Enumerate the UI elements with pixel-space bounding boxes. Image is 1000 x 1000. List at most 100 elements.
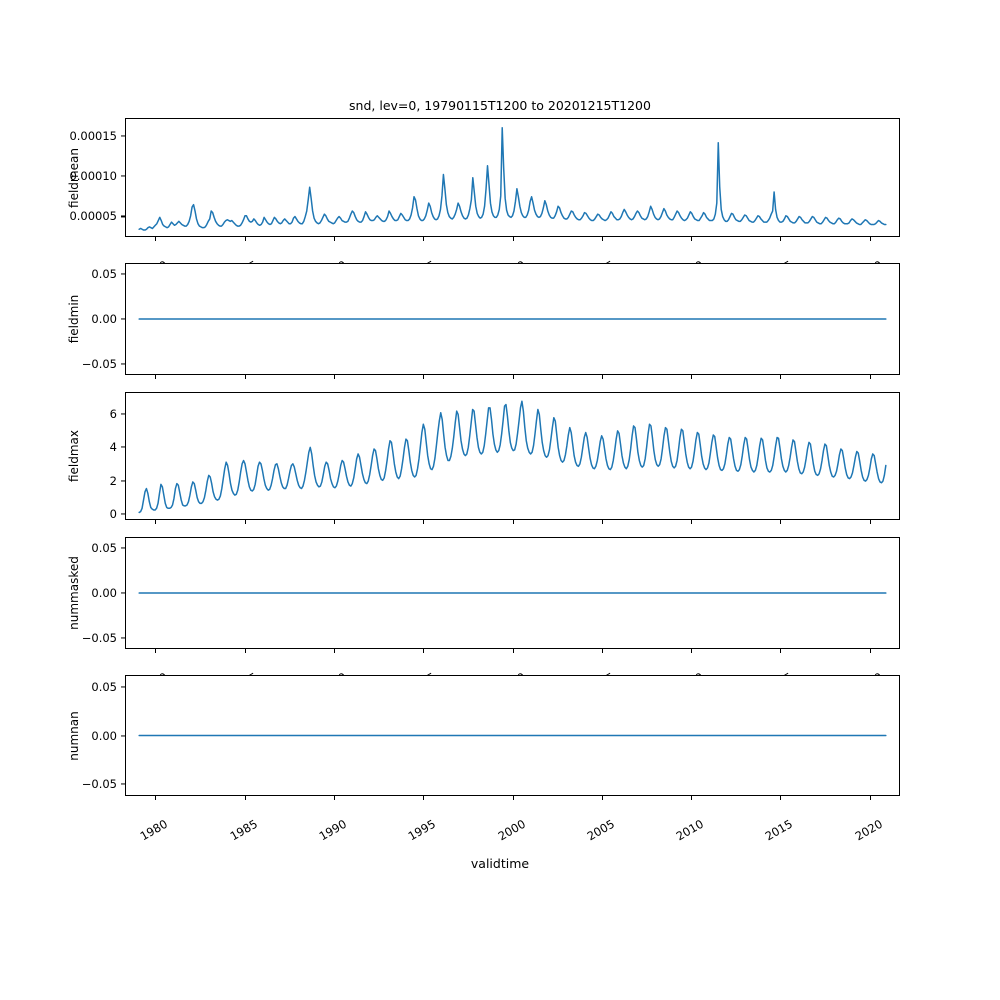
- y-axis-label-fieldmin: fieldmin: [67, 294, 82, 344]
- x-tick-mark: [244, 649, 246, 653]
- x-axis-label: validtime: [470, 856, 530, 871]
- axes-frame: [125, 537, 900, 649]
- x-tick-mark: [244, 237, 246, 241]
- panel-fieldmin: −0.050.000.05fieldmin1980198519901995200…: [67, 263, 900, 422]
- x-tick-mark: [869, 520, 871, 524]
- x-tick-mark: [333, 375, 336, 379]
- y-tick-label: 6: [109, 406, 117, 421]
- x-tick-mark: [780, 520, 782, 524]
- y-tick-mark: [121, 480, 125, 482]
- x-tick-mark: [869, 796, 871, 800]
- x-tick-mark: [244, 375, 246, 379]
- x-tick-mark: [869, 375, 871, 379]
- x-tick-mark: [869, 649, 871, 653]
- axes-frame: [125, 392, 900, 520]
- x-tick-mark: [333, 237, 336, 241]
- x-tick-label: 2010: [673, 816, 706, 844]
- x-tick-label: 1990: [316, 816, 349, 844]
- x-tick-mark: [512, 375, 514, 379]
- y-tick-label: −0.05: [81, 631, 117, 646]
- x-tick-mark: [333, 649, 336, 653]
- y-tick-mark: [121, 513, 125, 515]
- y-tick-label: 2: [109, 473, 117, 488]
- x-tick-mark: [780, 649, 782, 653]
- x-tick-label: 1995: [405, 816, 439, 844]
- y-tick-label: 0.05: [91, 266, 117, 281]
- y-tick-mark: [121, 413, 125, 415]
- axes-frame: [125, 263, 900, 375]
- y-tick-label: 0.00: [91, 586, 117, 600]
- x-tick-mark: [423, 375, 425, 379]
- x-tick-mark: [780, 796, 782, 800]
- y-tick-label: 0.00015: [69, 128, 117, 143]
- x-tick-mark: [691, 520, 693, 524]
- y-tick-mark: [121, 363, 125, 365]
- axes-frame: [125, 118, 900, 237]
- x-tick-mark: [155, 649, 157, 653]
- y-tick-label: 0: [109, 507, 117, 522]
- y-tick-label: 0.05: [91, 540, 117, 555]
- x-tick-mark: [155, 237, 157, 241]
- y-tick-label: 0.00005: [69, 209, 117, 224]
- x-tick-mark: [780, 375, 782, 379]
- x-tick-mark: [869, 237, 871, 241]
- x-tick-label: 2015: [762, 816, 796, 844]
- panel-fieldmax: 0246fieldmax1980198519901995200020052010…: [67, 392, 900, 567]
- y-tick-mark: [121, 446, 125, 448]
- x-tick-mark: [512, 237, 514, 241]
- y-tick-mark: [121, 783, 125, 785]
- panel-fieldmean: 0.000050.000100.00015fieldmean1980198519…: [67, 118, 900, 284]
- data-line-fieldmean: [139, 128, 886, 230]
- y-tick-mark: [121, 215, 125, 217]
- x-tick-mark: [601, 237, 603, 241]
- y-axis-label-fieldmax: fieldmax: [66, 429, 81, 483]
- x-tick-mark: [333, 520, 336, 524]
- x-tick-mark: [423, 796, 425, 800]
- x-tick-mark: [333, 796, 336, 800]
- x-tick-label: 1985: [227, 816, 260, 844]
- x-tick-mark: [244, 796, 246, 800]
- y-tick-label: −0.05: [81, 357, 117, 372]
- x-tick-mark: [512, 649, 514, 653]
- x-tick-mark: [155, 375, 157, 379]
- x-tick-mark: [601, 520, 603, 524]
- x-tick-label: 2000: [495, 816, 528, 844]
- y-tick-mark: [121, 686, 125, 688]
- x-tick-mark: [691, 649, 693, 653]
- x-tick-mark: [512, 796, 514, 800]
- x-tick-mark: [601, 649, 603, 653]
- data-line-fieldmax: [139, 401, 886, 512]
- y-axis-label-fieldmean: fieldmean: [67, 147, 82, 208]
- y-tick-label: 0.05: [91, 679, 117, 694]
- y-axis-label-nummasked: nummasked: [67, 556, 82, 630]
- x-tick-label: 2005: [584, 816, 617, 844]
- x-tick-label: 2020: [852, 816, 885, 844]
- panel-numnan: −0.05 0.00 0.05 numnan 1980 1985 1990 1995 2000 2…: [67, 675, 900, 843]
- x-tick-mark: [691, 237, 693, 241]
- y-tick-label: 0.00: [91, 728, 117, 743]
- x-tick-mark: [691, 375, 693, 379]
- y-tick-mark: [121, 175, 125, 177]
- x-tick-mark: [423, 520, 425, 524]
- x-tick-mark: [423, 649, 425, 653]
- x-tick-mark: [780, 237, 782, 241]
- x-tick-label: 1980: [137, 816, 171, 844]
- y-tick-label: 0.00010: [69, 169, 117, 184]
- figure-title: snd, lev=0, 19790115T1200 to 20201215T12…: [349, 98, 651, 113]
- x-tick-mark: [601, 375, 603, 379]
- y-tick-mark: [121, 547, 125, 549]
- y-tick-mark: [121, 734, 125, 737]
- y-tick-label: −0.05: [81, 777, 117, 792]
- x-tick-mark: [512, 520, 514, 524]
- y-axis-label-numnan: numnan: [66, 710, 81, 761]
- axes-frame: [125, 675, 900, 796]
- y-tick-mark: [121, 592, 125, 594]
- x-tick-mark: [155, 520, 157, 524]
- x-tick-mark: [155, 796, 157, 800]
- y-tick-label: 4: [109, 440, 117, 455]
- y-tick-mark: [121, 135, 125, 137]
- x-tick-mark: [423, 237, 425, 241]
- x-tick-mark: [244, 520, 246, 524]
- x-tick-mark: [601, 796, 603, 800]
